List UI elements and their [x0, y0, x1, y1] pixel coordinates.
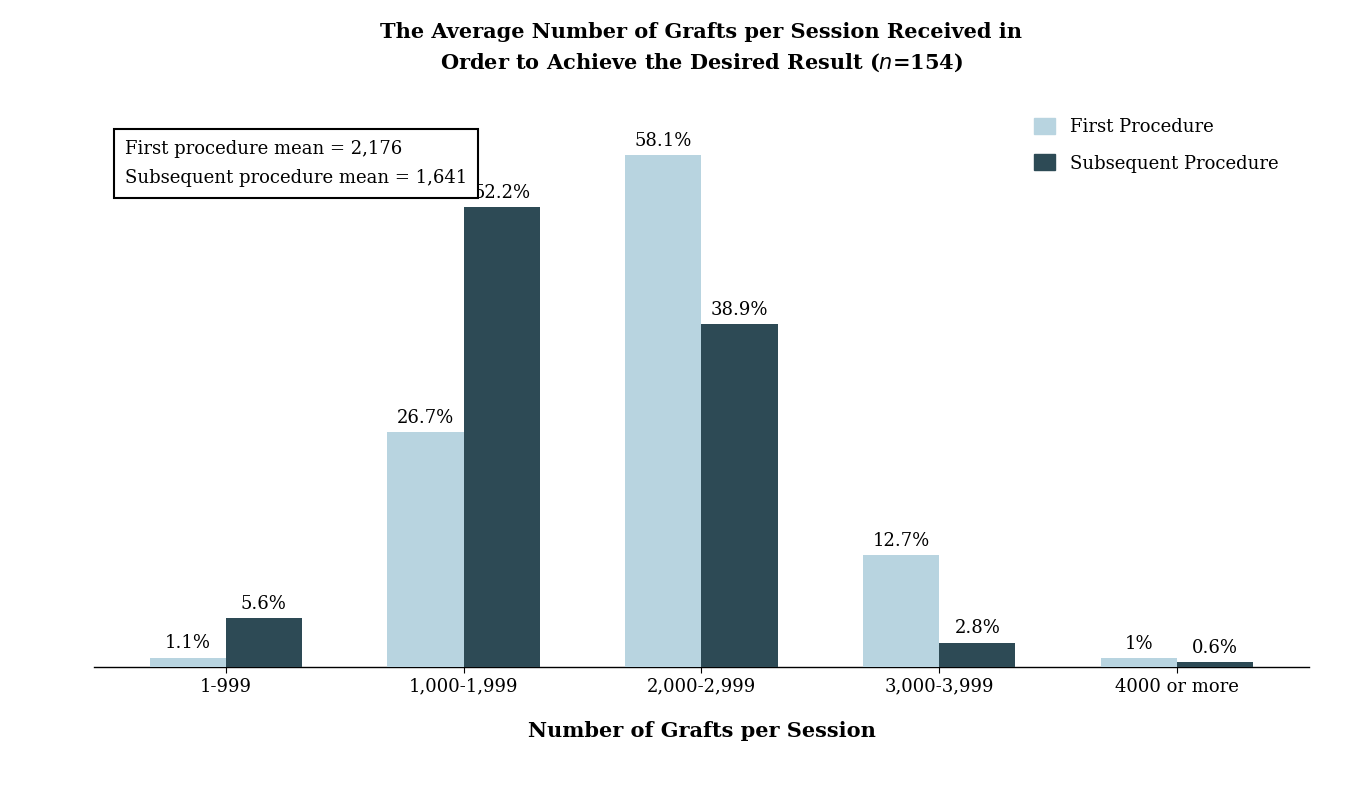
- Text: 38.9%: 38.9%: [711, 301, 769, 319]
- Title: The Average Number of Grafts per Session Received in
Order to Achieve the Desire: The Average Number of Grafts per Session…: [380, 22, 1023, 75]
- Bar: [701, 324, 777, 667]
- Text: 12.7%: 12.7%: [873, 532, 929, 550]
- X-axis label: Number of Grafts per Session: Number of Grafts per Session: [527, 721, 876, 741]
- Text: 1%: 1%: [1125, 635, 1153, 653]
- Bar: [464, 207, 540, 667]
- Text: 26.7%: 26.7%: [397, 408, 455, 426]
- Bar: [626, 155, 701, 667]
- Text: First procedure mean = 2,176
Subsequent procedure mean = 1,641: First procedure mean = 2,176 Subsequent …: [124, 140, 467, 188]
- Text: 1.1%: 1.1%: [165, 634, 210, 652]
- Text: 52.2%: 52.2%: [473, 184, 530, 202]
- Bar: [225, 618, 302, 667]
- Text: 5.6%: 5.6%: [241, 594, 287, 612]
- Text: 2.8%: 2.8%: [955, 619, 1001, 637]
- Bar: [150, 658, 225, 667]
- Bar: [1101, 659, 1178, 667]
- Bar: [1178, 662, 1253, 667]
- Legend: First Procedure, Subsequent Procedure: First Procedure, Subsequent Procedure: [1025, 109, 1287, 181]
- Bar: [939, 643, 1016, 667]
- Bar: [387, 432, 464, 667]
- Text: 0.6%: 0.6%: [1193, 639, 1238, 657]
- Bar: [863, 555, 939, 667]
- Text: 58.1%: 58.1%: [635, 132, 692, 150]
